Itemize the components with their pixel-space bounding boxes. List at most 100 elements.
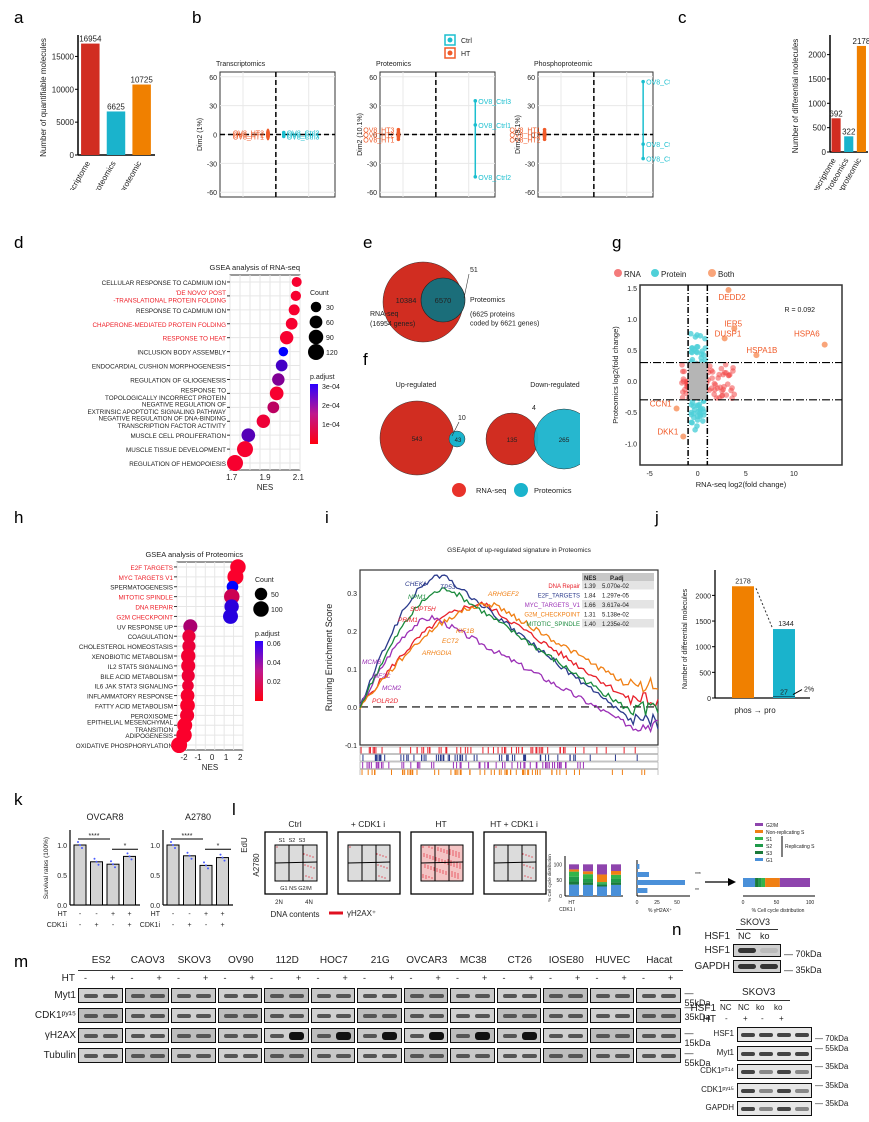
gene-label: CHEK1 — [405, 581, 427, 588]
term-label: NEGATIVE REGULATION OF DNA-BINDING — [99, 416, 227, 423]
panel-label-i: i — [325, 508, 329, 527]
gh2ax-dot — [457, 877, 459, 879]
band — [242, 1034, 258, 1038]
gh2ax-dot — [381, 876, 383, 878]
gh2ax-dot — [429, 857, 431, 859]
band — [196, 994, 211, 998]
blot-lane-box — [543, 1028, 588, 1043]
y-tick-label: -0.5 — [625, 410, 637, 417]
gh2ax-dot — [459, 865, 461, 867]
band — [759, 1070, 773, 1074]
protein-point — [687, 330, 694, 337]
x-tick-label: 50 — [774, 900, 780, 906]
row-label-cdk1i: CDK1i — [140, 922, 161, 929]
dist-xlabel: % Cell cycle distribution — [752, 908, 805, 914]
flow-title: + CDK1 i — [351, 819, 385, 829]
replicate-dot — [126, 852, 129, 855]
band — [502, 1014, 517, 1018]
cell-line-label: ES2 — [91, 955, 111, 966]
blot-lane-box — [636, 1048, 681, 1063]
ht-value: + — [743, 1014, 748, 1023]
x-axis-label: NES — [257, 483, 273, 492]
gh2ax-dot — [455, 851, 457, 853]
blot-lane-box — [78, 1048, 123, 1063]
y-tick-label: 1000 — [808, 99, 826, 108]
term-label: COAGULATION — [128, 634, 174, 641]
kda-marker: — 55kDa — [684, 1048, 711, 1068]
sig-label: ** — [695, 888, 699, 894]
term-label: -TRANSLATIONAL PROTEIN FOLDING — [113, 298, 226, 305]
table-header-padj: P.adj — [610, 576, 624, 582]
band — [177, 1054, 191, 1058]
size-legend-dot — [253, 601, 269, 617]
band — [759, 1107, 773, 1111]
band — [661, 1014, 676, 1018]
band — [502, 1054, 517, 1058]
legend-proteomics-key — [514, 483, 528, 497]
blot-row-label: HSF1 — [704, 945, 730, 956]
table-nes: 1.40 — [584, 622, 596, 628]
gh2ax-dot — [442, 872, 444, 874]
bar — [844, 136, 854, 152]
term-label: RESPONSE TO HEAT — [163, 336, 226, 343]
both-point — [680, 433, 687, 440]
blot-lane-box — [171, 1048, 216, 1063]
blot-lane-box — [543, 1008, 588, 1023]
y-tick-label: 30 — [209, 104, 217, 111]
y-tick-label: 1500 — [695, 619, 711, 626]
barcode-row — [359, 746, 659, 754]
row-label-ht: HT — [151, 911, 161, 918]
blot-lane-box — [733, 944, 781, 957]
kda-marker: — 35kDa — [815, 1099, 849, 1108]
panel-label-k: k — [14, 790, 23, 809]
header-line — [736, 929, 778, 930]
gh2ax-dot — [524, 875, 526, 877]
gate-label-bottom: G1 NS G2/M — [280, 886, 312, 892]
replicate-dot — [174, 847, 176, 849]
table-gene-set: G2M_CHECKPOINT — [524, 613, 580, 619]
y-tick-label: 60 — [369, 75, 377, 82]
blot-lane-box — [589, 1048, 634, 1063]
blot-lane-box — [124, 1048, 169, 1063]
band — [103, 1014, 118, 1018]
replicate-dot — [97, 863, 100, 866]
band — [382, 1014, 397, 1018]
band — [777, 1088, 791, 1093]
bar-value-label: 2178 — [735, 578, 751, 585]
blot-lane-box — [217, 1028, 262, 1043]
bar-value-label: 1344 — [778, 621, 794, 628]
y-tick-label: 0.0 — [57, 903, 67, 910]
gh2ax-dot — [310, 866, 312, 868]
gh2ax-dot — [454, 872, 456, 874]
term-dot — [278, 346, 289, 357]
y-axis-label: Proteomics log2(fold change) — [611, 326, 620, 424]
cell-line-label: OVCAR3 — [406, 955, 448, 966]
y-tick-label: 2000 — [808, 51, 826, 60]
gate-label-top: S1 — [279, 838, 286, 844]
table-row-bg — [582, 581, 654, 590]
legend-key — [755, 851, 763, 854]
y-tick-label: 1.0 — [57, 843, 67, 850]
protein-point — [693, 348, 700, 355]
term-label: RESPONSE TO — [181, 388, 226, 395]
gate-label-top: S2 — [289, 838, 296, 844]
ht-row-label: HT — [61, 973, 75, 984]
term-label: BILE ACID METABOLISM — [100, 674, 173, 681]
rna-point — [709, 375, 715, 381]
y-axis-label: Number of differential molecules — [791, 39, 800, 154]
blot-lane-box — [357, 1048, 402, 1063]
term-dot — [288, 304, 300, 316]
gh2ax-bar — [637, 888, 648, 893]
blot-lane-box — [264, 1048, 309, 1063]
legend-label: G2/M — [766, 823, 778, 829]
band — [521, 994, 537, 998]
gh2ax-dot — [382, 855, 384, 857]
gh2ax-bar — [637, 872, 649, 877]
pca-point-label: OV8_HT1 — [363, 137, 394, 144]
pca-point-label: OV8_HT1 — [233, 134, 264, 141]
ht-sign: - — [177, 973, 180, 983]
subplot-title: A2780 — [185, 812, 211, 822]
x-tick-label: -5 — [647, 471, 653, 478]
band — [795, 1088, 809, 1093]
blot-lane-box — [124, 988, 169, 1003]
